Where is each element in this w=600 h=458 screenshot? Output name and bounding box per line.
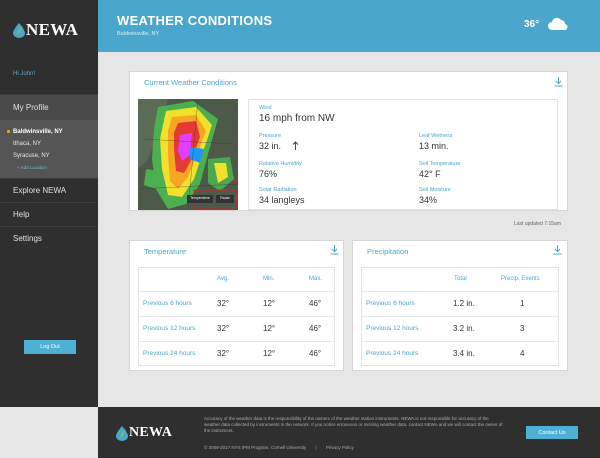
pressure-label: Pressure — [259, 133, 282, 139]
leaf-wetness-label: Leaf Wetness — [419, 133, 453, 139]
solar-radiation-label: Solar Radiation — [259, 187, 297, 193]
last-updated: Last updated 7:15am — [514, 221, 561, 227]
logout-button[interactable]: Log Out — [24, 340, 76, 354]
greeting: Hi John! — [13, 71, 36, 77]
location-syracuse[interactable]: Syracuse, NY — [13, 153, 50, 159]
footer-logo[interactable]: NEWA — [116, 425, 172, 441]
privacy-policy-link[interactable]: Privacy Policy — [325, 445, 354, 450]
col-min: Min. — [263, 276, 275, 282]
arrow-up-icon — [292, 141, 299, 150]
soil-temperature-label: Soil Temperature — [419, 161, 461, 167]
add-location-link[interactable]: + Add Location — [17, 164, 47, 170]
temperature-table: Avg. Min. Max. Previous 6 hours 32° 12° … — [138, 267, 335, 366]
table-row: Previous 12 hours 32° 12° 46° — [139, 316, 334, 341]
copyright-text: © 2009-2017 NYS IPM Program, Cornell Uni… — [204, 445, 307, 450]
footer-separator: | — [315, 445, 317, 450]
radar-marker: 8 — [234, 179, 238, 185]
table-row: Previous 6 hours 1.2 in. 1 — [362, 291, 558, 316]
soil-temperature-value: 42° F — [419, 169, 441, 179]
download-icon[interactable] — [330, 245, 339, 255]
current-temperature: 36° — [524, 19, 540, 30]
min-value: 12° — [263, 324, 276, 333]
cloud-icon — [548, 17, 568, 31]
total-value: 1.2 in. — [453, 299, 475, 308]
precipitation-card: Precipitation Total Precip. Events Previ… — [352, 240, 568, 371]
table-row: Previous 6 hours 32° 12° 46° — [139, 291, 334, 316]
footer: NEWA Accuracy of the weather data is the… — [98, 407, 600, 458]
precipitation-table: Total Precip. Events Previous 6 hours 1.… — [361, 267, 559, 366]
leaf-wetness-value: 13 min. — [419, 141, 449, 151]
page-subtitle: Baldwinsville, NY — [117, 31, 160, 37]
temperature-title: Temperature — [144, 247, 187, 256]
events-value: 4 — [520, 349, 525, 358]
humidity-label: Relative Humidity — [259, 161, 302, 167]
col-total: Total — [454, 276, 467, 282]
download-icon[interactable] — [553, 245, 562, 255]
radar-temperature-button[interactable]: Temperature — [190, 196, 210, 200]
nav-settings[interactable]: Settings — [0, 226, 98, 250]
water-drop-icon — [13, 22, 25, 38]
conditions-values: Wind 16 mph from NW Pressure 32 in. Leaf… — [248, 99, 558, 210]
current-conditions-card: Current Weather Conditions 8 Temperature… — [129, 71, 568, 211]
events-value: 3 — [520, 324, 525, 333]
row-label[interactable]: Previous 6 hours — [366, 300, 415, 307]
col-precip-events: Precip. Events — [501, 276, 540, 282]
water-drop-icon — [116, 425, 128, 441]
pressure-value: 32 in. — [259, 141, 282, 151]
row-label[interactable]: Previous 24 hours — [366, 350, 419, 357]
row-label[interactable]: Previous 12 hours — [143, 325, 196, 332]
radar-radar-button[interactable]: Radar — [220, 196, 230, 200]
footer-copyright-line: © 2009-2017 NYS IPM Program, Cornell Uni… — [204, 445, 362, 450]
min-value: 12° — [263, 299, 276, 308]
nav-help[interactable]: Help — [0, 202, 98, 226]
location-list: Baldwinsville, NY Ithaca, NY Syracuse, N… — [0, 120, 98, 178]
avg-value: 32° — [217, 349, 230, 358]
row-label[interactable]: Previous 6 hours — [143, 300, 192, 307]
col-max: Max. — [309, 276, 323, 282]
page-header: WEATHER CONDITIONS Baldwinsville, NY 36° — [98, 0, 600, 52]
current-conditions-title: Current Weather Conditions — [144, 78, 237, 87]
download-icon[interactable] — [554, 77, 563, 87]
newa-logo[interactable]: NEWA — [0, 0, 98, 60]
wind-label: Wind — [259, 105, 272, 111]
col-avg: Avg. — [217, 276, 229, 282]
logo-text: NEWA — [129, 425, 173, 440]
max-value: 46° — [309, 299, 322, 308]
avg-value: 32° — [217, 299, 230, 308]
row-label[interactable]: Previous 12 hours — [366, 325, 419, 332]
location-baldwinsville[interactable]: Baldwinsville, NY — [7, 126, 98, 138]
temperature-card: Temperature Avg. Min. Max. Previous 6 ho… — [129, 240, 344, 371]
max-value: 46° — [309, 324, 322, 333]
footer-disclaimer: Accuracy of the weather data is the resp… — [204, 416, 503, 433]
solar-radiation-value: 34 langleys — [259, 195, 305, 205]
row-label[interactable]: Previous 24 hours — [143, 350, 196, 357]
page-title: WEATHER CONDITIONS — [117, 13, 273, 28]
nav-my-profile[interactable]: My Profile — [0, 94, 98, 120]
contact-us-button[interactable]: Contact Us — [526, 426, 578, 439]
radar-map[interactable] — [138, 99, 238, 210]
logo-text: NEWA — [26, 20, 79, 39]
table-row: Previous 24 hours 3.4 in. 4 — [362, 341, 558, 366]
humidity-value: 76% — [259, 169, 278, 179]
max-value: 46° — [309, 349, 322, 358]
avg-value: 32° — [217, 324, 230, 333]
soil-moisture-value: 34% — [419, 195, 438, 205]
location-ithaca[interactable]: Ithaca, NY — [13, 141, 42, 147]
total-value: 3.4 in. — [453, 349, 475, 358]
soil-moisture-label: Soil Moisture — [419, 187, 451, 193]
total-value: 3.2 in. — [453, 324, 475, 333]
sidebar: NEWA Hi John! My Profile Baldwinsville, … — [0, 0, 98, 407]
table-row: Previous 12 hours 3.2 in. 3 — [362, 316, 558, 341]
table-row: Previous 24 hours 32° 12° 46° — [139, 341, 334, 366]
nav-explore-newa[interactable]: Explore NEWA — [0, 178, 98, 202]
events-value: 1 — [520, 299, 525, 308]
min-value: 12° — [263, 349, 276, 358]
wind-value: 16 mph from NW — [259, 113, 335, 124]
precipitation-title: Precipitation — [367, 247, 409, 256]
